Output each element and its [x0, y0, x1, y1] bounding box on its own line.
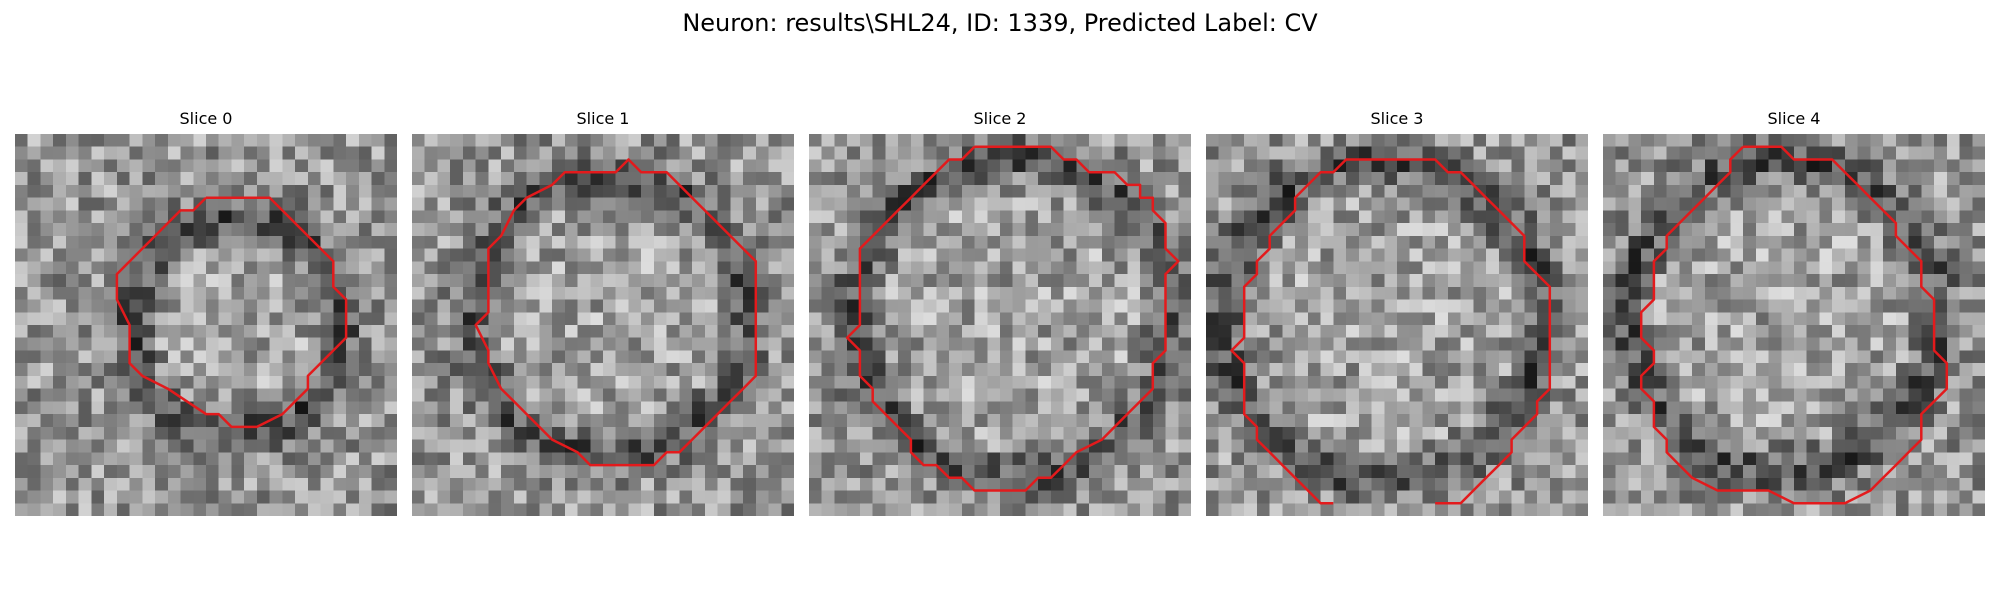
slice-title: Slice 3: [1370, 109, 1424, 128]
slice-svg: [809, 134, 1191, 516]
slice-svg: [1206, 134, 1588, 516]
contour-line: [1639, 145, 1949, 505]
slice-panel-3: Slice 3: [1206, 108, 1588, 516]
pixel-grid: [809, 134, 1191, 516]
slice-panel-2: Slice 2: [809, 108, 1191, 516]
slice-panel-4: Slice 4: [1603, 108, 1985, 516]
pixel-grid: [1603, 134, 1985, 516]
contour-line: [1230, 158, 1552, 505]
slice-svg: [412, 134, 794, 516]
slice-image: [412, 134, 794, 516]
slice-svg: [15, 134, 397, 516]
pixel-grid: [412, 134, 794, 516]
figure-title: Neuron: results\SHL24, ID: 1339, Predict…: [682, 9, 1318, 37]
slice-title: Slice 4: [1767, 109, 1821, 128]
pixel-grid: [15, 134, 397, 516]
contour-line: [845, 145, 1180, 492]
slice-title: Slice 2: [973, 109, 1027, 128]
slice-image: [1206, 134, 1588, 516]
slice-panel-0: Slice 0: [15, 108, 397, 516]
slice-svg: [1603, 134, 1985, 516]
slice-title: Slice 1: [576, 109, 630, 128]
slice-image: [15, 134, 397, 516]
slice-panel-1: Slice 1: [412, 108, 794, 516]
contour-line: [115, 196, 348, 429]
contour-line: [474, 158, 758, 467]
pixel-grid: [1206, 134, 1588, 516]
slice-title: Slice 0: [179, 109, 233, 128]
slice-image: [1603, 134, 1985, 516]
slice-image: [809, 134, 1191, 516]
